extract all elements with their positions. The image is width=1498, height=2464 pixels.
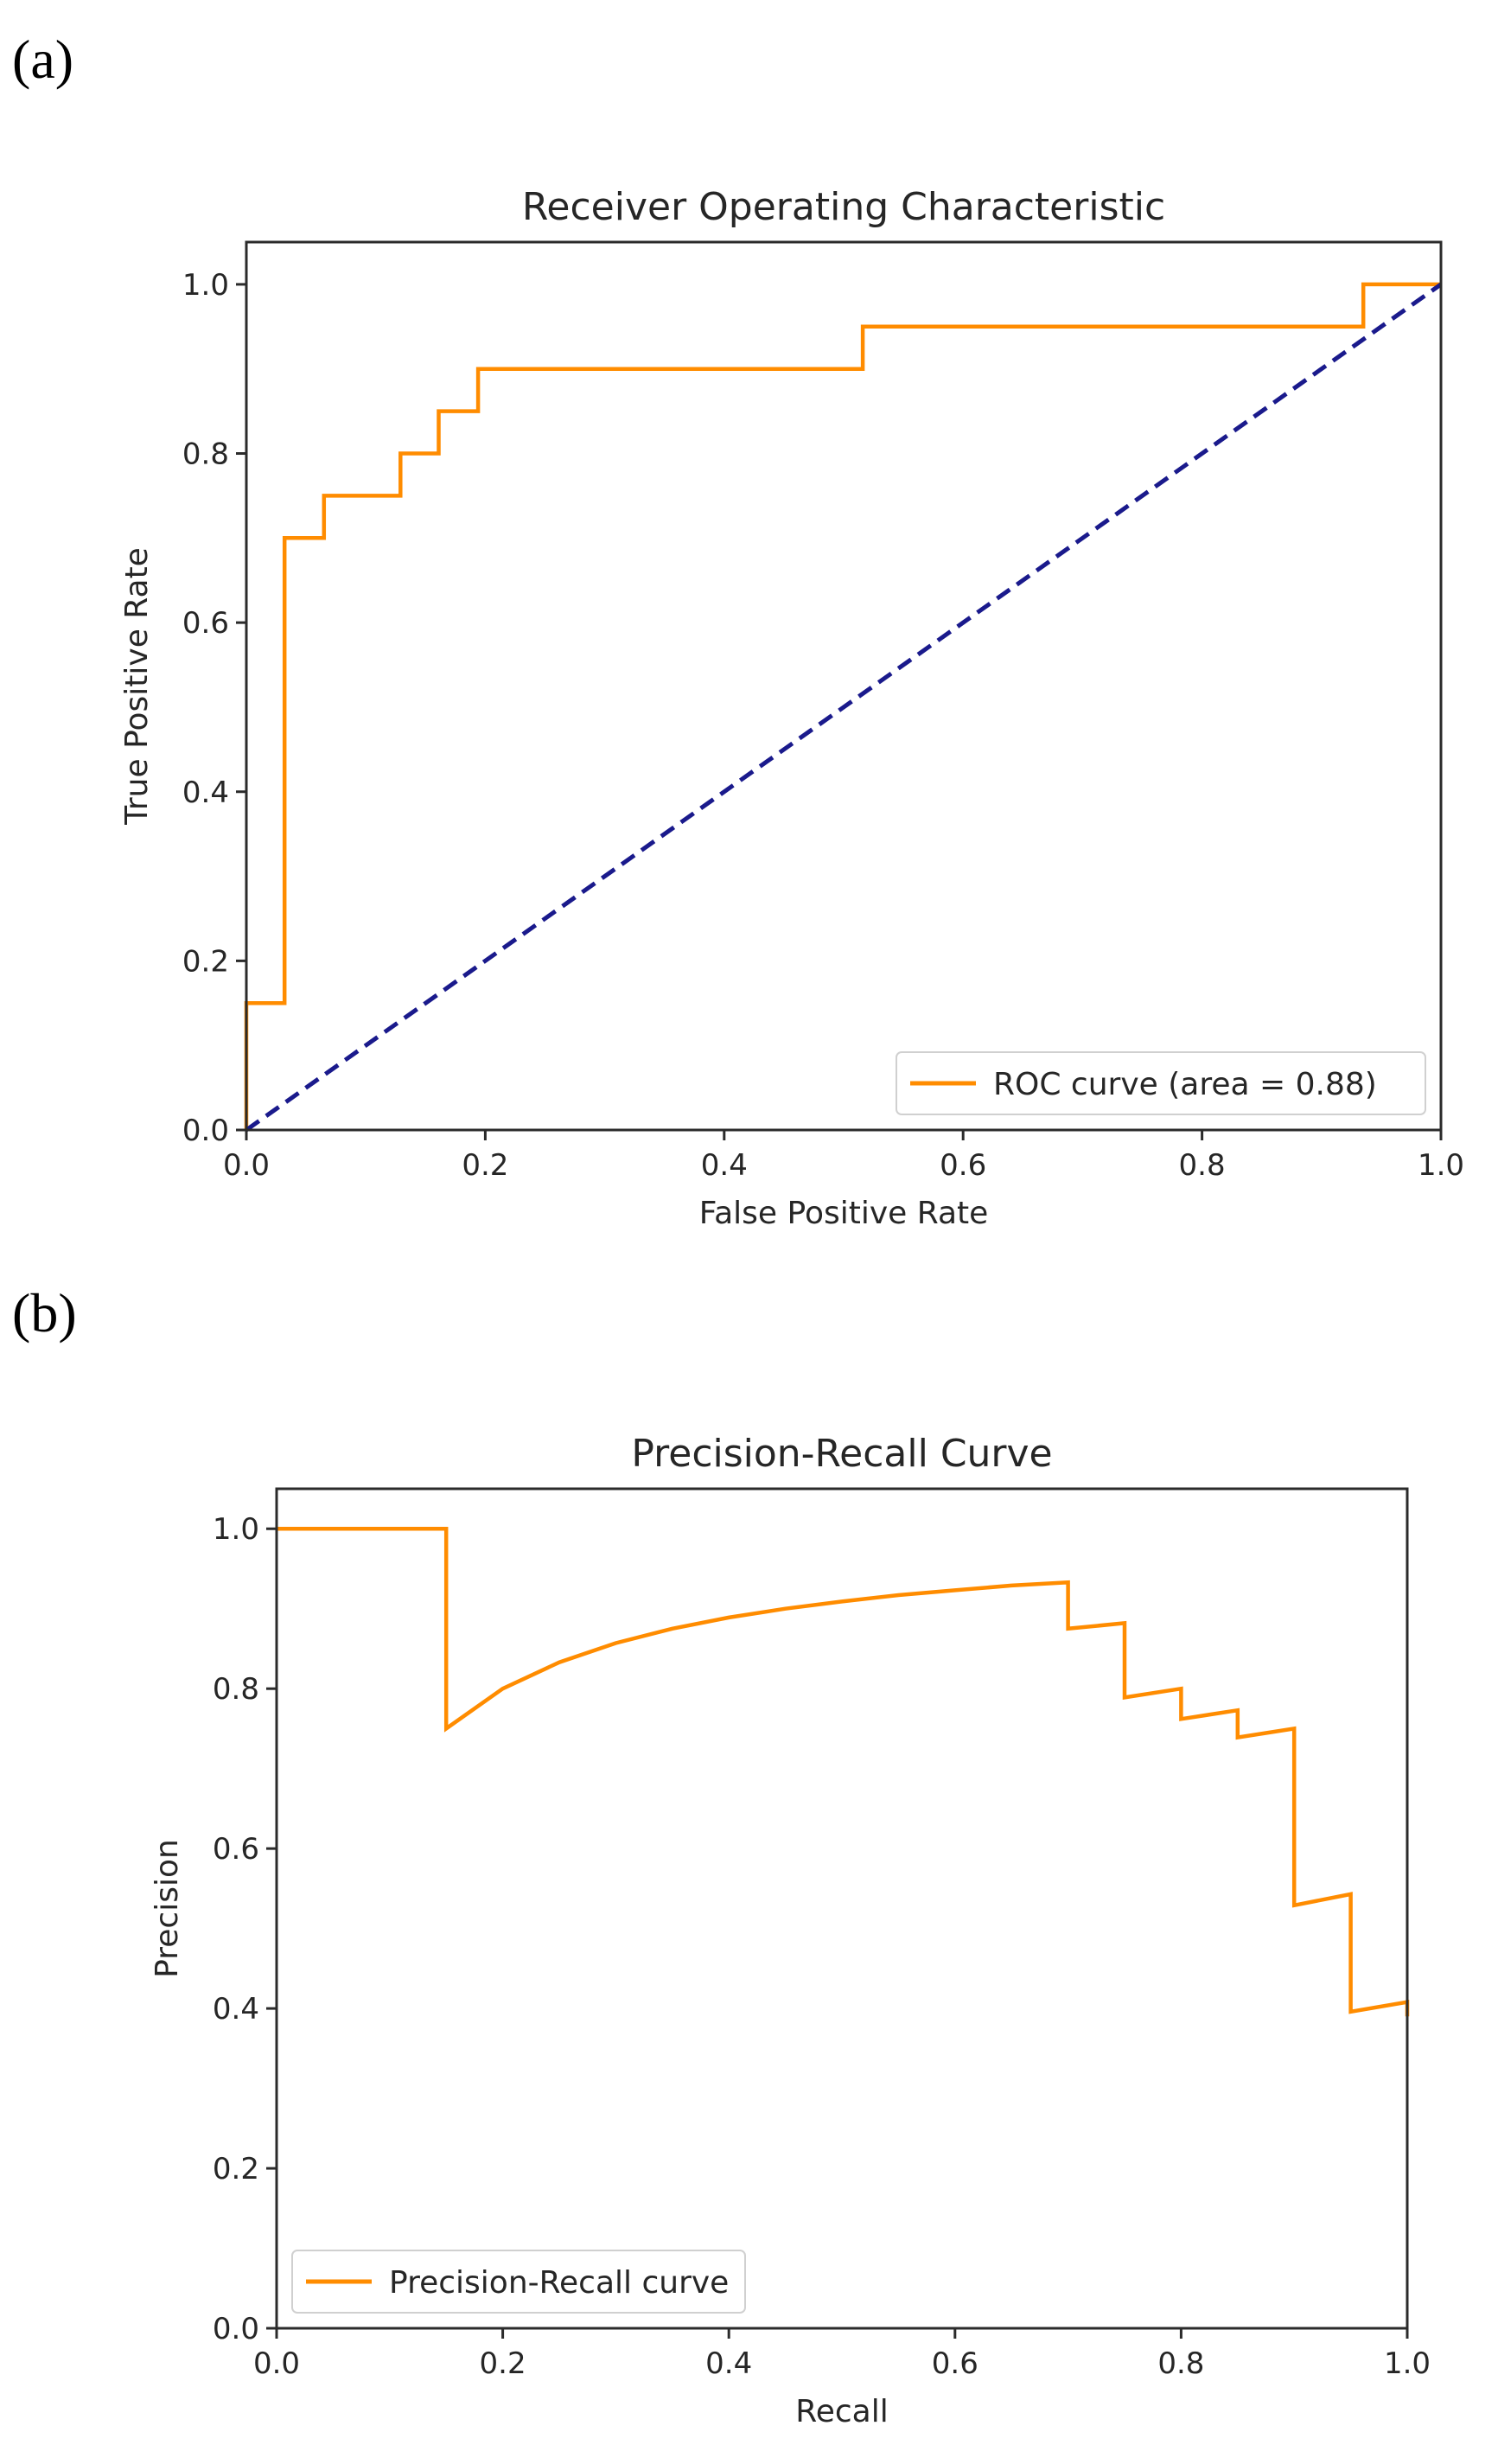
y-tick-label: 1.0 (213, 1512, 259, 1547)
curve-line (244, 282, 1441, 1130)
y-tick-label: 0.0 (182, 1114, 229, 1148)
y-tick-label: 0.6 (213, 1832, 259, 1867)
x-tick-label: 0.2 (480, 2346, 526, 2381)
y-tick-label: 0.6 (182, 606, 229, 641)
y-tick-label: 0.0 (213, 2312, 259, 2346)
x-tick-label: 0.6 (932, 2346, 978, 2381)
x-tick-label: 1.0 (1418, 1148, 1464, 1183)
legend-box (896, 1051, 1426, 1115)
x-tick-label: 1.0 (1384, 2346, 1431, 2381)
axis-ticks: 0.0 0.2 0.4 0.6 0.8 1.0 0.0 0.2 0.4 0.6 0.8 1.0 (213, 1487, 1431, 2381)
y-tick-label: 0.4 (182, 776, 229, 810)
y-tick-label: 0.8 (213, 1672, 259, 1707)
plot-frame (245, 240, 1443, 1132)
y-axis-label: True Positive Rate (119, 547, 155, 826)
x-tick-label: 0.4 (701, 1148, 748, 1183)
plot-area (277, 1526, 1410, 2017)
y-tick-label: 0.8 (182, 437, 229, 472)
legend: ROC curve (area = 0.88) (896, 1051, 1426, 1115)
y-tick-label: 0.4 (213, 1992, 259, 2027)
x-tick-label: 0.0 (253, 2346, 300, 2381)
axis-ticks: 0.0 0.2 0.4 0.6 0.8 1.0 0.0 0.2 0.4 0.6 0.8 1.0 (182, 240, 1464, 1183)
plot-area (244, 282, 1443, 1133)
legend-box (291, 2250, 746, 2314)
x-tick-label: 0.8 (1179, 1148, 1226, 1183)
chart-title: Precision-Recall Curve (631, 1432, 1052, 1476)
legend: Precision-Recall curve (291, 2250, 746, 2314)
x-tick-label: 0.8 (1157, 2346, 1204, 2381)
chart-title: Receiver Operating Characteristic (522, 185, 1165, 229)
y-tick-label: 1.0 (182, 268, 229, 303)
x-tick-label: 0.2 (462, 1148, 508, 1183)
x-tick-label: 0.0 (223, 1148, 270, 1183)
diagonal-reference-line (245, 282, 1443, 1133)
x-axis-label: False Positive Rate (699, 1196, 989, 1231)
roc-chart: Receiver Operating Characteristic False … (119, 185, 1464, 1231)
precision-recall-chart: Precision-Recall Curve Recall Precision … (150, 1432, 1431, 2429)
x-tick-label: 0.6 (940, 1148, 986, 1183)
y-tick-label: 0.2 (213, 2152, 259, 2186)
x-tick-label: 0.4 (705, 2346, 752, 2381)
legend-entry: ROC curve (area = 0.88) (993, 1067, 1377, 1102)
legend-entry: Precision-Recall curve (389, 2265, 729, 2301)
plot-frame (275, 1487, 1409, 2330)
x-axis-label: Recall (795, 2394, 888, 2429)
y-axis-label: Precision (150, 1839, 185, 1978)
panel-label-a: (a) (12, 29, 73, 90)
curve-line (277, 1526, 1410, 2017)
y-tick-label: 0.2 (182, 944, 229, 979)
panel-label-b: (b) (12, 1282, 77, 1344)
